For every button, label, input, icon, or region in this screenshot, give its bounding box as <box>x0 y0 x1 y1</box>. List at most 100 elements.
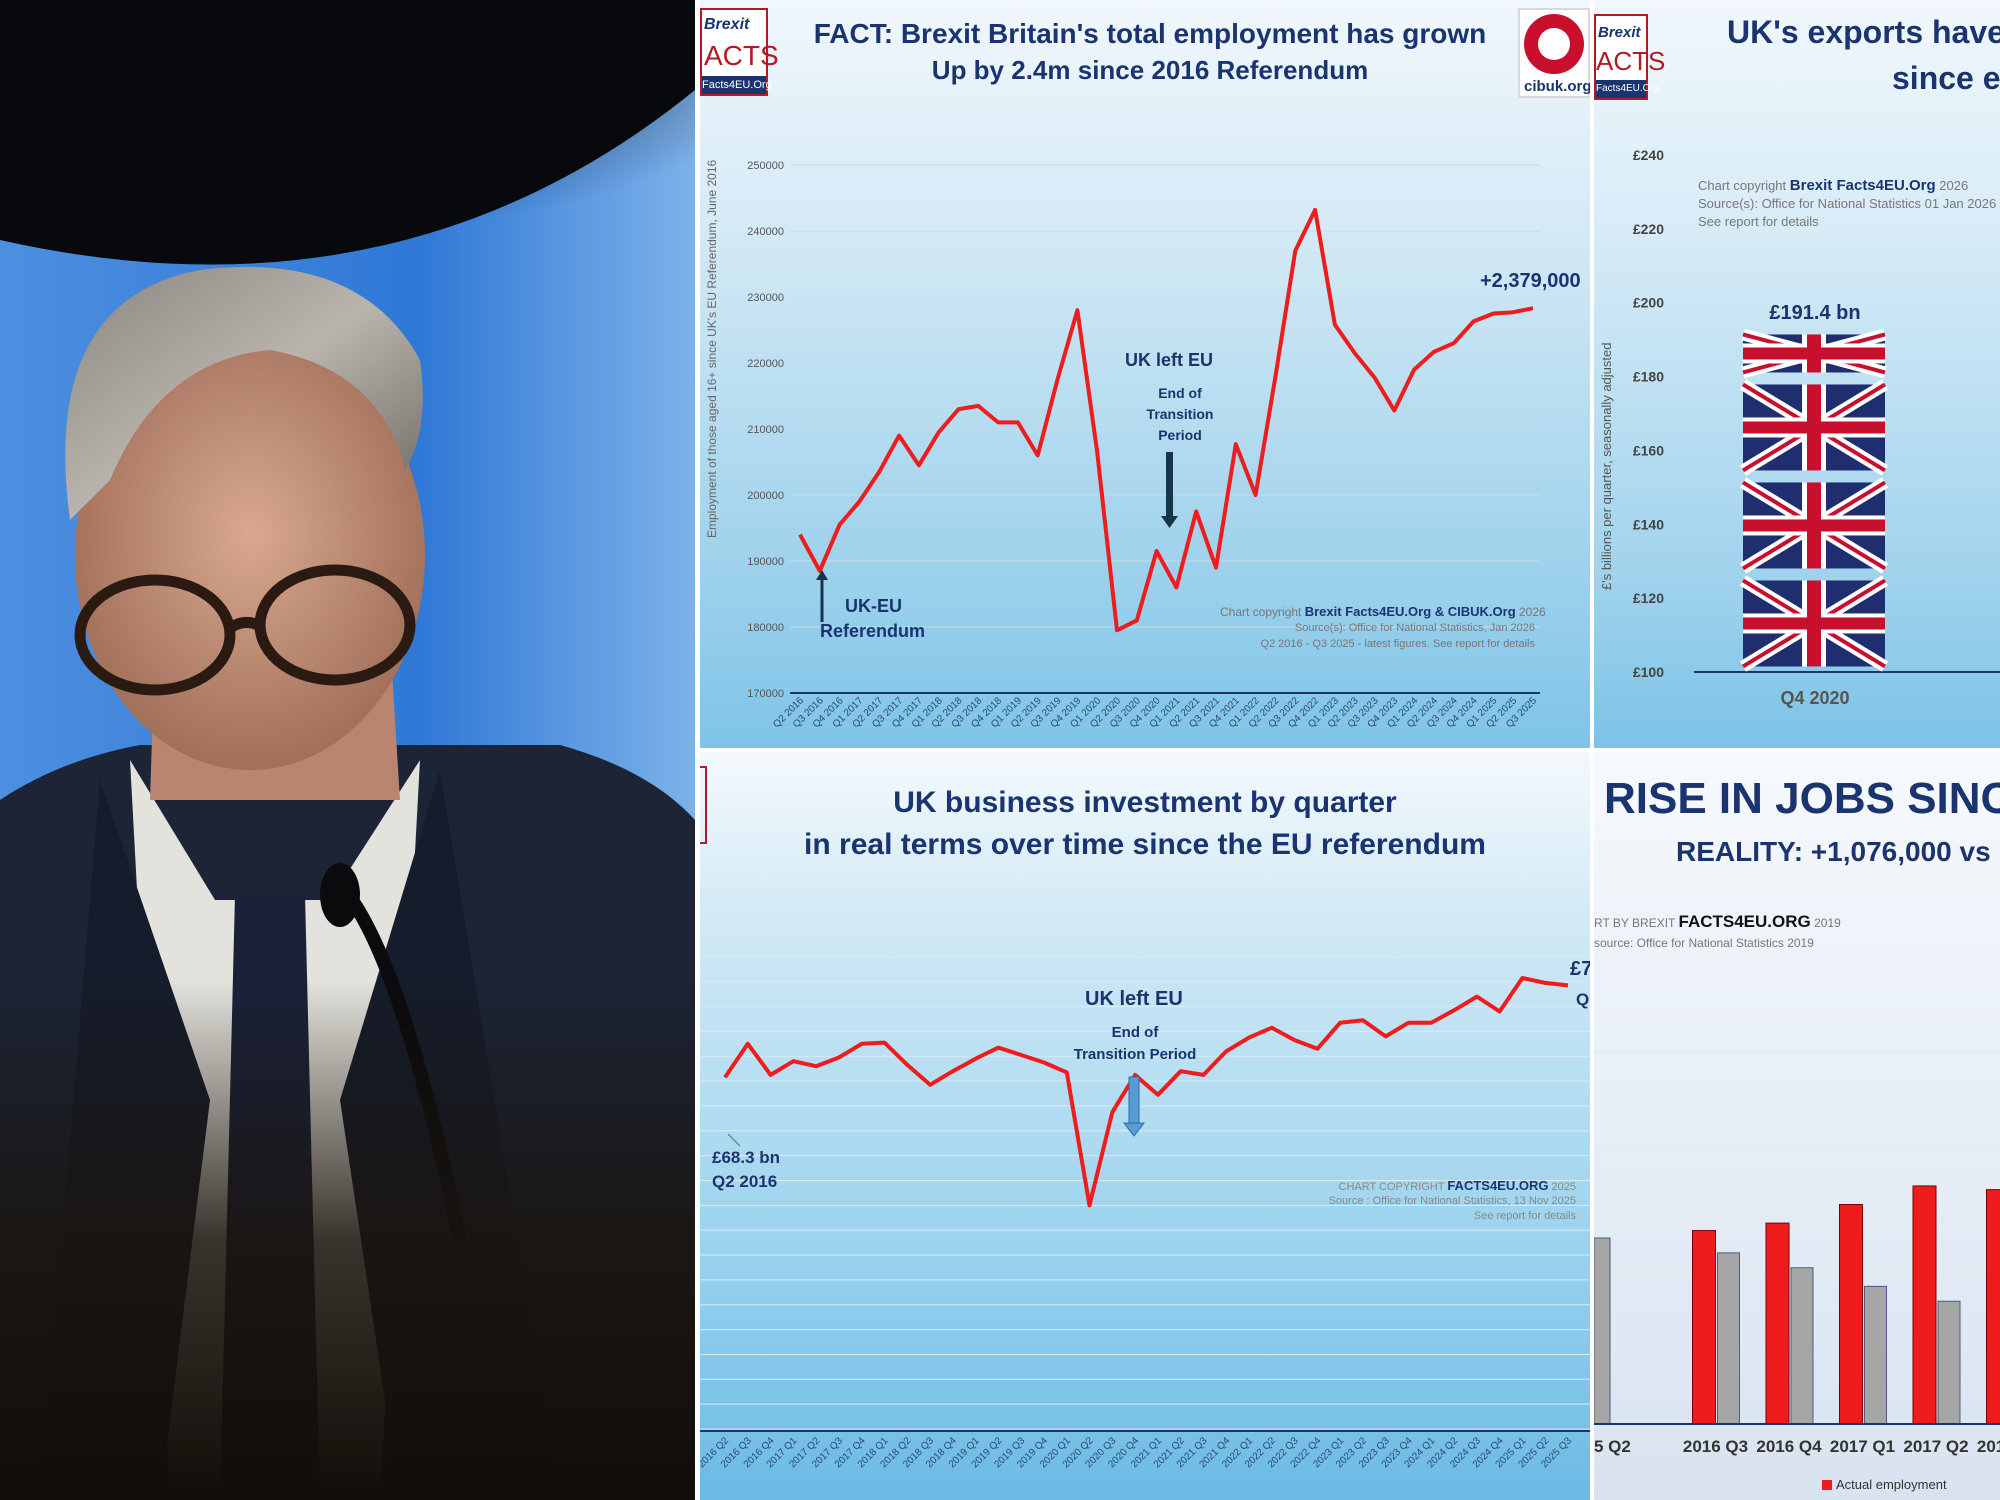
investment-copyright: CHART COPYRIGHT FACTS4EU.ORG 2025 <box>1200 1178 1576 1193</box>
jobs-bar-other <box>1717 1252 1740 1425</box>
employment-y-tick: 200000 <box>747 490 784 502</box>
employment-transition-arrow-head <box>1161 516 1178 528</box>
employment-y-tick: 210000 <box>747 424 784 436</box>
employment-y-tick: 230000 <box>747 292 784 304</box>
employment-y-tick: 190000 <box>747 556 784 568</box>
investment-copyright-brand: FACTS4EU.ORG <box>1447 1178 1549 1193</box>
jobs-bar-chart: 5 Q2 2016 Q3 2016 Q4 2017 Q1 2017 Q2 2017 Q3 <box>1594 1051 2000 1456</box>
investment-copyright-year: 2025 <box>1551 1181 1576 1193</box>
employment-copyright: Chart copyright Brexit Facts4EU.Org & CI… <box>1220 604 1546 619</box>
employment-period-note: Q2 2016 - Q3 2025 - latest figures. See … <box>1260 638 1535 650</box>
employment-referendum-line1: UK-EU <box>845 596 902 616</box>
exports-y-axis-label: £'s billions per quarter, seasonally adj… <box>1599 342 1614 590</box>
jobs-x-tick: 2017 Q2 <box>1903 1437 1968 1456</box>
employment-title-line1: FACT: Brexit Britain's total employment … <box>813 18 1487 49</box>
exports-logo-url: Facts4EU.Org <box>1596 80 1659 98</box>
jobs-credit-prefix: RT BY BREXIT <box>1594 916 1676 930</box>
exports-bar-flag <box>1739 575 1889 672</box>
exports-copyright-prefix: Chart copyright <box>1698 178 1787 193</box>
investment-start-leader <box>727 1133 741 1147</box>
employment-series-line <box>798 207 1534 633</box>
exports-bar-value-label: £191.4 bn <box>1769 302 1861 324</box>
exports-logo-brexit: Brexit <box>1598 24 1641 41</box>
investment-left-eu-label: UK left EU <box>1085 988 1183 1010</box>
employment-chart-panel: Brexit ACTS Facts4EU.Org FACT: Brexit Br… <box>700 0 1590 748</box>
jobs-x-tick: 5 Q2 <box>1594 1437 1631 1456</box>
jobs-title-line2: REALITY: +1,076,000 vs <box>1676 836 1991 867</box>
employment-y-tick: 250000 <box>747 160 784 172</box>
employment-end-label: +2,379,000 <box>1480 270 1581 292</box>
exports-chart-panel: Brexit ACTS Facts4EU.Org UK's exports ha… <box>1594 0 2000 748</box>
jobs-x-tick: 2017 Q3 <box>1977 1437 2000 1456</box>
jobs-title-line1: RISE IN JOBS SINC <box>1604 774 2000 823</box>
cibuk-url-text: cibuk.org <box>1524 78 1590 95</box>
investment-chart-panel: UK business investment by quarter in rea… <box>700 752 1590 1500</box>
employment-transition-line2: Transition <box>1146 406 1214 422</box>
jobs-x-tick: 2016 Q3 <box>1683 1437 1748 1456</box>
employment-title-line2: Up by 2.4m since 2016 Referendum <box>931 55 1369 85</box>
employment-left-eu-label: UK left EU <box>1125 350 1214 370</box>
employment-transition-line1: End of <box>1158 385 1202 401</box>
jobs-bar-actual <box>1986 1189 2000 1425</box>
exports-flag-cross-red <box>1743 347 1885 360</box>
exports-y-tick: £180 <box>1633 369 1664 385</box>
jobs-credit-brand: FACTS4EU.ORG <box>1678 912 1811 931</box>
speaker-photo <box>0 0 695 1500</box>
jobs-bar-other <box>1864 1285 1887 1425</box>
logo-facts-text: ACTS <box>704 40 779 71</box>
investment-transition-arrow-shaft <box>1128 1076 1140 1126</box>
exports-bar-chart: £100 £120 £140 £160 £180 £200 £220 £240 <box>1633 147 2000 680</box>
jobs-credit: RT BY BREXIT FACTS4EU.ORG 2019 <box>1594 912 1841 932</box>
exports-copyright-year: 2026 <box>1939 178 1969 193</box>
investment-transition-line2: Transition Period <box>1073 1046 1197 1063</box>
jobs-x-tick: 2016 Q4 <box>1756 1437 1822 1456</box>
jobs-bar-actual <box>1839 1204 1863 1425</box>
logo-brexit-text: Brexit <box>704 16 750 33</box>
investment-title-line1: UK business investment by quarter <box>893 786 1397 819</box>
employment-y-tick: 240000 <box>747 226 784 238</box>
exports-details: See report for details <box>1698 214 1819 229</box>
exports-logo-text: ACTS <box>1596 46 1666 76</box>
exports-y-tick: £140 <box>1633 516 1664 532</box>
investment-logo-edge <box>700 766 707 844</box>
jobs-bar-actual <box>1912 1185 1937 1425</box>
investment-copyright-prefix: CHART COPYRIGHT <box>1338 1181 1445 1193</box>
exports-flag-cross-red <box>1743 421 1885 434</box>
exports-bar-flag <box>1741 328 1887 379</box>
exports-category-label: Q4 2020 <box>1780 688 1850 708</box>
exports-bar-flag <box>1739 477 1889 574</box>
exports-bar-flag <box>1739 379 1889 476</box>
investment-start-value: £68.3 bn <box>712 1148 781 1167</box>
jobs-credit-year: 2019 <box>1814 916 1841 930</box>
employment-referendum-arrow-head <box>816 570 828 580</box>
investment-details: See report for details <box>1473 1210 1576 1222</box>
employment-transition-arrow-shaft <box>1166 452 1173 520</box>
jobs-x-tick: 2017 Q1 <box>1830 1437 1895 1456</box>
cibuk-logo-ring <box>1538 28 1570 60</box>
investment-end-label-1: £7 <box>1570 958 1590 980</box>
exports-copyright-brand: Brexit Facts4EU.Org <box>1789 177 1936 194</box>
employment-source: Source(s): Office for National Statistic… <box>1294 622 1535 634</box>
employment-copyright-brand: Brexit Facts4EU.Org & CIBUK.Org <box>1304 604 1516 619</box>
employment-copyright-prefix: Chart copyright <box>1220 605 1302 619</box>
exports-y-tick: £200 <box>1633 295 1664 311</box>
jobs-bar-actual <box>1692 1230 1716 1425</box>
jobs-source: source: Office for National Statistics 2… <box>1594 936 1814 950</box>
speaker-photo-art <box>0 0 695 1500</box>
exports-y-tick: £160 <box>1633 442 1664 458</box>
logo-url-text: Facts4EU.Org <box>702 76 772 94</box>
employment-y-axis-label: Employment of those aged 16+ since UK's … <box>705 159 719 538</box>
cibuk-logo: cibuk.org <box>1518 8 1590 98</box>
employment-copyright-year: 2026 <box>1519 605 1546 619</box>
employment-y-tick: 170000 <box>747 688 784 700</box>
jobs-legend-label: Actual employment <box>1836 1477 1947 1492</box>
exports-y-tick: £240 <box>1633 147 1664 163</box>
exports-flag-cross-red <box>1743 519 1885 532</box>
employment-referendum-line2: Referendum <box>820 621 926 641</box>
jobs-bar-other <box>1937 1300 1961 1425</box>
brexit-facts-logo: Brexit ACTS Facts4EU.Org <box>700 8 779 96</box>
investment-transition-arrow-head <box>1122 1122 1146 1137</box>
exports-y-tick: £100 <box>1633 664 1664 680</box>
jobs-bar-actual <box>1765 1222 1790 1425</box>
jobs-chart-panel: RISE IN JOBS SINC REALITY: +1,076,000 vs… <box>1594 752 2000 1500</box>
